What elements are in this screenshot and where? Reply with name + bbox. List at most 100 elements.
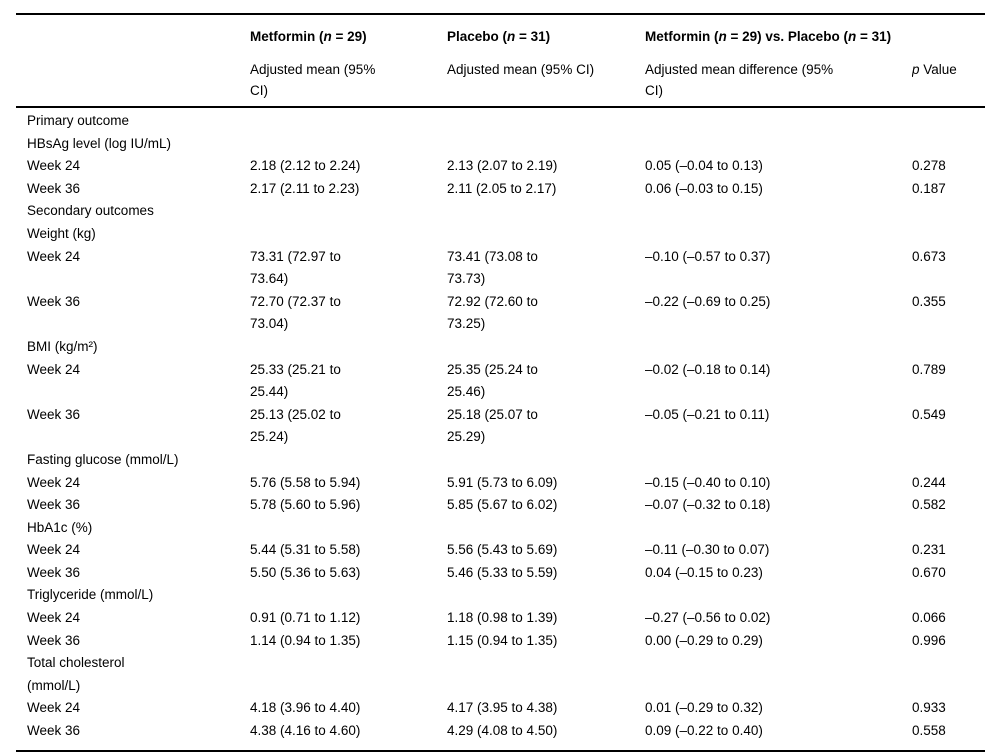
placebo-value-cell: 5.56 (5.43 to 5.69) — [447, 542, 558, 558]
metformin-value-cell: 4.38 (4.16 to 4.60) — [250, 723, 361, 739]
difference-value-cell: 0.01 (–0.29 to 0.32) — [645, 700, 763, 716]
difference-value-cell — [645, 449, 912, 472]
metformin-value-cell — [250, 517, 447, 540]
placebo-header-n-italic: n — [507, 29, 516, 44]
row-label-cell: Week 24 — [27, 248, 81, 264]
p-value-cell — [912, 336, 985, 359]
p-value-cell: 0.670 — [912, 564, 946, 580]
row-label-cell: Weight (kg) — [27, 225, 96, 241]
table-body: Primary outcome HBsAg level (log IU/mL) … — [16, 107, 985, 743]
difference-value-cell: –0.05 (–0.21 to 0.11) — [645, 406, 770, 422]
row-label-cell: BMI (kg/m²) — [27, 338, 98, 354]
row-label-cell: HBsAg level (log IU/mL) — [27, 135, 172, 151]
difference-subheader: Adjusted mean difference (95% CI) — [645, 45, 912, 108]
difference-value-cell — [645, 133, 912, 156]
group-header-row: Metformin (n = 29) Placebo (n = 31) Metf… — [16, 15, 985, 45]
metformin-value-cell: 5.76 (5.58 to 5.94) — [250, 474, 361, 490]
difference-value-cell: 0.06 (–0.03 to 0.15) — [645, 180, 763, 196]
difference-value-cell: –0.07 (–0.32 to 0.18) — [645, 497, 771, 513]
placebo-value-cell — [447, 449, 645, 472]
table-row: Week 24 25.33 (25.21 to 25.44) 25.35 (25… — [16, 359, 985, 404]
difference-value-cell — [645, 107, 912, 133]
table-row: BMI (kg/m²) — [16, 336, 985, 359]
table-row: Week 24 5.44 (5.31 to 5.58) 5.56 (5.43 t… — [16, 539, 985, 562]
placebo-value-cell: 4.29 (4.08 to 4.50) — [447, 723, 558, 739]
row-label-cell: Total cholesterol (mmol/L) — [27, 655, 125, 693]
p-value-cell: 0.582 — [912, 497, 946, 513]
p-value-cell: 0.066 — [912, 610, 946, 626]
placebo-value-cell: 1.15 (0.94 to 1.35) — [447, 632, 558, 648]
metformin-column-header: Metformin (n = 29) — [250, 15, 447, 45]
p-value-cell — [912, 517, 985, 540]
placebo-value-cell — [447, 133, 645, 156]
metformin-header-n-italic: n — [323, 29, 332, 44]
p-value-label: Value — [919, 62, 957, 77]
table-row: HbA1c (%) — [16, 517, 985, 540]
row-label-cell: Week 36 — [27, 293, 81, 309]
placebo-value-cell: 72.92 (72.60 to 73.25) — [447, 293, 538, 332]
row-label-cell: Week 24 — [27, 700, 81, 716]
placebo-value-cell: 4.17 (3.95 to 4.38) — [447, 700, 558, 716]
difference-value-cell: –0.15 (–0.40 to 0.10) — [645, 474, 771, 490]
metformin-value-cell — [250, 200, 447, 223]
p-value-cell: 0.933 — [912, 700, 946, 716]
table-row: Primary outcome — [16, 107, 985, 133]
placebo-value-cell: 5.85 (5.67 to 6.02) — [447, 497, 558, 513]
placebo-value-cell: 25.35 (25.24 to 25.46) — [447, 361, 538, 400]
p-value-cell: 0.231 — [912, 542, 946, 558]
outcomes-table-container: Metformin (n = 29) Placebo (n = 31) Metf… — [16, 13, 985, 752]
metformin-value-cell: 0.91 (0.71 to 1.12) — [250, 610, 361, 626]
metformin-value-cell — [250, 449, 447, 472]
row-label-cell: Primary outcome — [27, 113, 130, 128]
placebo-value-cell: 2.11 (2.05 to 2.17) — [447, 180, 557, 196]
row-label-cell: Week 24 — [27, 158, 81, 174]
table-row: HBsAg level (log IU/mL) — [16, 133, 985, 156]
metformin-value-cell — [250, 107, 447, 133]
table-row: Week 24 73.31 (72.97 to 73.64) 73.41 (73… — [16, 246, 985, 291]
p-value-cell: 0.244 — [912, 474, 946, 490]
p-value-cell — [912, 133, 985, 156]
metformin-value-cell: 5.78 (5.60 to 5.96) — [250, 497, 361, 513]
empty-header-cell — [16, 15, 250, 45]
comparison-header-text-3: = 31) — [856, 29, 892, 44]
placebo-value-cell — [447, 517, 645, 540]
placebo-value-cell — [447, 107, 645, 133]
p-value-cell: 0.673 — [912, 248, 946, 264]
row-label-cell: Week 24 — [27, 474, 81, 490]
table-header: Metformin (n = 29) Placebo (n = 31) Metf… — [16, 15, 985, 108]
difference-value-cell: 0.04 (–0.15 to 0.23) — [645, 564, 763, 580]
placebo-value-cell — [447, 652, 645, 697]
row-label-cell: Week 24 — [27, 361, 81, 377]
p-value-cell: 0.549 — [912, 406, 946, 422]
p-value-cell — [912, 200, 985, 223]
p-value-cell: 0.355 — [912, 293, 946, 309]
placebo-value-cell: 5.91 (5.73 to 6.09) — [447, 474, 558, 490]
placebo-value-cell: 73.41 (73.08 to 73.73) — [447, 248, 538, 287]
table-row: Week 24 5.76 (5.58 to 5.94) 5.91 (5.73 t… — [16, 472, 985, 495]
metformin-value-cell: 1.14 (0.94 to 1.35) — [250, 632, 361, 648]
comparison-header-n1-italic: n — [718, 29, 727, 44]
p-value-subheader: p Value — [912, 45, 985, 108]
sub-header-row: Adjusted mean (95% CI) Adjusted mean (95… — [16, 45, 985, 108]
table-row: Week 36 1.14 (0.94 to 1.35) 1.15 (0.94 t… — [16, 630, 985, 653]
row-label-cell: Week 36 — [27, 406, 81, 422]
metformin-value-cell: 72.70 (72.37 to 73.04) — [250, 293, 341, 332]
metformin-value-cell: 2.18 (2.12 to 2.24) — [250, 158, 361, 174]
difference-value-cell: 0.00 (–0.29 to 0.29) — [645, 632, 763, 648]
comparison-header-text-1: Metformin ( — [645, 29, 719, 44]
difference-value-cell — [645, 223, 912, 246]
placebo-column-header: Placebo (n = 31) — [447, 15, 645, 45]
difference-value-cell — [645, 336, 912, 359]
metformin-value-cell: 73.31 (72.97 to 73.64) — [250, 248, 341, 287]
metformin-value-cell: 5.50 (5.36 to 5.63) — [250, 564, 361, 580]
metformin-value-cell — [250, 584, 447, 607]
metformin-value-cell: 2.17 (2.11 to 2.23) — [250, 180, 360, 196]
table-row: Week 36 5.50 (5.36 to 5.63) 5.46 (5.33 t… — [16, 562, 985, 585]
p-value-cell: 0.278 — [912, 158, 946, 174]
placebo-subheader: Adjusted mean (95% CI) — [447, 45, 645, 108]
placebo-value-cell: 2.13 (2.07 to 2.19) — [447, 158, 558, 174]
row-label-cell: Week 24 — [27, 542, 81, 558]
difference-value-cell: 0.05 (–0.04 to 0.13) — [645, 158, 763, 174]
p-italic: p — [912, 62, 920, 77]
table-row: Week 36 5.78 (5.60 to 5.96) 5.85 (5.67 t… — [16, 494, 985, 517]
